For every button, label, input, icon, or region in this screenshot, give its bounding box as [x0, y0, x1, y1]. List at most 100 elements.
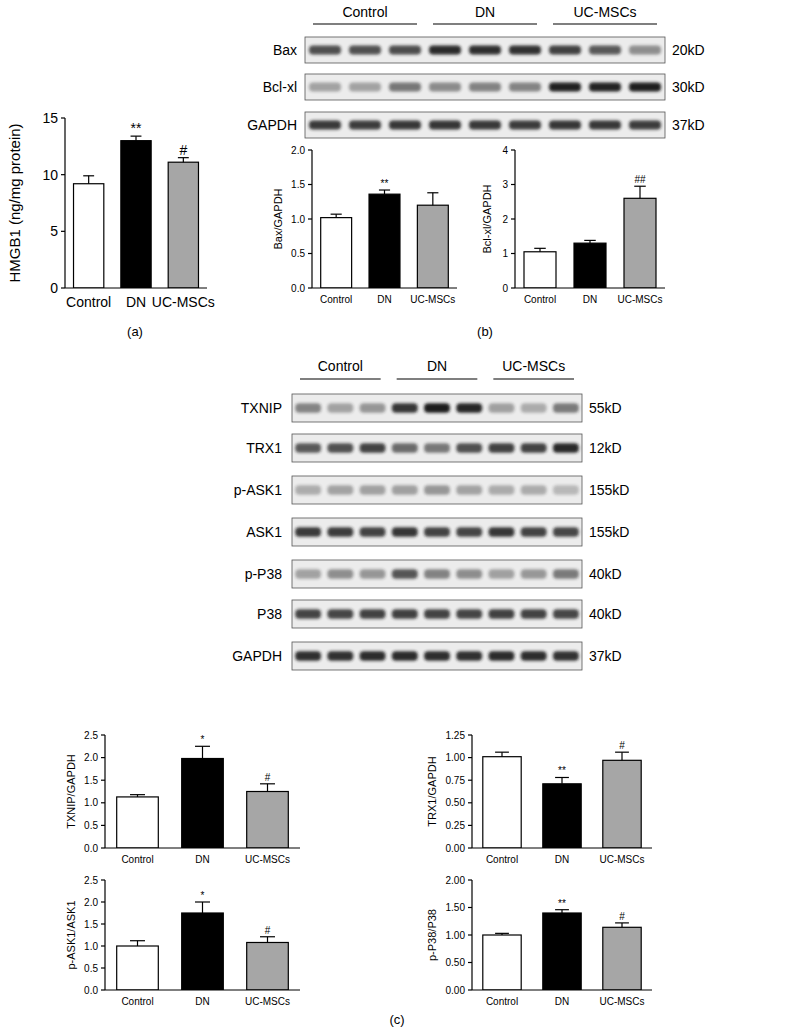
bar — [543, 784, 581, 848]
band — [521, 527, 547, 537]
band — [489, 609, 515, 619]
band — [589, 83, 621, 92]
y-tick — [101, 757, 105, 758]
x-axis — [472, 989, 652, 990]
band — [424, 527, 450, 537]
group-line — [313, 23, 417, 24]
group-label: UC-MSCs — [502, 358, 565, 374]
error-stem — [384, 190, 385, 194]
y-axis-label: HMGB1 (ng/mg protein) — [6, 123, 23, 282]
y-tick — [61, 231, 65, 232]
band — [392, 403, 418, 413]
error-bar — [178, 158, 189, 163]
y-tick — [468, 907, 472, 908]
y-tick — [308, 149, 312, 150]
y-tick — [308, 184, 312, 185]
error-bar — [260, 784, 275, 792]
band — [456, 485, 482, 495]
band — [456, 609, 482, 619]
error-stem — [267, 784, 268, 792]
y-tick-label: 1.00 — [446, 930, 466, 941]
y-tick-label: 1.50 — [446, 902, 466, 913]
band — [360, 609, 386, 619]
band — [629, 121, 661, 130]
category-label: UC-MSCs — [600, 996, 645, 1007]
error-bar — [130, 941, 145, 946]
band — [549, 46, 581, 55]
error-stem — [183, 158, 184, 163]
bar — [182, 913, 224, 990]
bar-chart: Control*DN#UC-MSCs0.00.51.01.52.02.5TXNI… — [65, 730, 300, 866]
protein-label: GAPDH — [247, 117, 297, 133]
y-tick — [101, 879, 105, 880]
band — [327, 443, 353, 453]
band — [360, 651, 386, 661]
y-tick — [61, 117, 65, 118]
y-axis — [104, 735, 105, 848]
group-line — [433, 23, 537, 24]
y-tick — [101, 847, 105, 848]
category-label: Control — [121, 996, 153, 1007]
band — [327, 609, 353, 619]
y-tick-label: 2.0 — [84, 897, 98, 908]
group-label: Control — [342, 4, 387, 20]
y-tick-label: 0.0 — [84, 985, 98, 996]
band — [553, 443, 579, 453]
error-cap — [260, 783, 275, 784]
error-bar — [195, 902, 210, 913]
category-label: DN — [195, 854, 209, 865]
significance: ## — [634, 174, 646, 185]
y-tick — [511, 287, 515, 288]
band — [424, 485, 450, 495]
y-tick — [101, 967, 105, 968]
x-axis — [515, 287, 665, 288]
band — [295, 569, 321, 579]
error-cap — [379, 189, 390, 190]
y-axis-label: TXNIP/GAPDH — [65, 754, 77, 829]
band — [553, 569, 579, 579]
significance: * — [201, 734, 205, 745]
y-axis — [64, 118, 65, 288]
size-label: 40kD — [589, 606, 622, 622]
blot-strip — [305, 74, 665, 100]
protein-label: Bax — [273, 42, 297, 58]
panel-label: (a) — [127, 324, 143, 339]
band — [424, 609, 450, 619]
y-axis — [104, 880, 105, 990]
size-label: 55kD — [589, 400, 622, 416]
category-label: Control — [121, 854, 153, 865]
band — [469, 46, 501, 55]
error-cap — [495, 933, 509, 934]
blot-strip — [292, 476, 582, 504]
category-label: DN — [555, 996, 569, 1007]
y-tick-label: 0.5 — [84, 963, 98, 974]
band — [392, 651, 418, 661]
band — [295, 403, 321, 413]
band — [629, 46, 661, 55]
band — [456, 443, 482, 453]
y-tick-label: 2.5 — [84, 875, 98, 886]
y-tick-label: 0.5 — [84, 820, 98, 831]
figure: Control**DN#UC-MSCs051015HMGB1 (ng/mg pr… — [0, 0, 795, 1032]
y-tick — [101, 780, 105, 781]
band — [469, 83, 501, 92]
band — [295, 443, 321, 453]
band — [456, 651, 482, 661]
bar — [247, 942, 289, 990]
band — [456, 403, 482, 413]
band — [521, 485, 547, 495]
y-tick — [468, 962, 472, 963]
y-tick — [468, 734, 472, 735]
y-tick-label: 0.0 — [291, 283, 305, 294]
error-cap — [195, 901, 210, 902]
group-label: Control — [318, 358, 363, 374]
category-label: Control — [524, 294, 556, 305]
bar — [543, 913, 581, 990]
group-label: DN — [427, 358, 447, 374]
y-tick-label: 1.5 — [84, 775, 98, 786]
category-label: UC-MSCs — [600, 854, 645, 865]
band — [489, 527, 515, 537]
bar — [74, 184, 104, 288]
y-tick-label: 1.5 — [84, 919, 98, 930]
y-tick-label: 10 — [42, 167, 58, 183]
